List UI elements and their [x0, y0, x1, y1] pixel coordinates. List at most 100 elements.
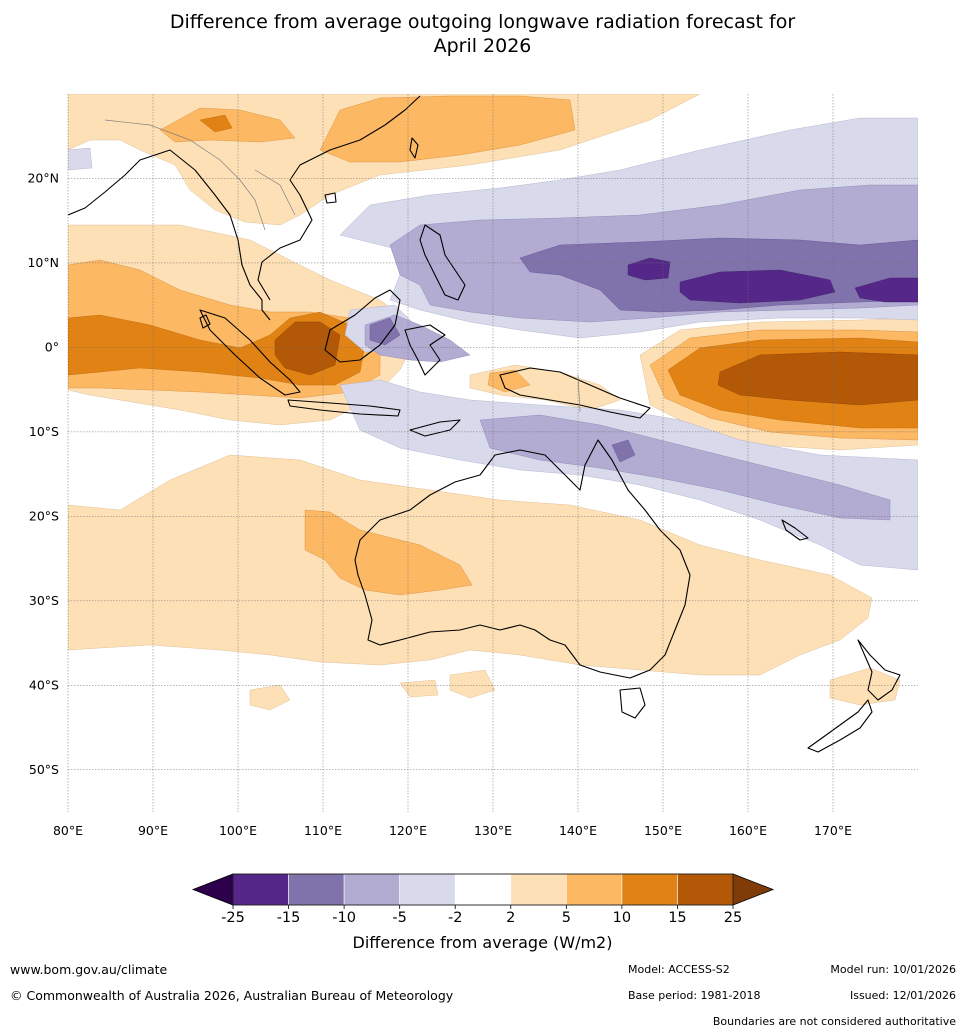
lat-tick-label: 20°S [29, 508, 59, 523]
anomaly-region-australia [68, 454, 873, 676]
lat-tick-label: 10°N [27, 255, 59, 270]
coast-hainan [324, 192, 337, 204]
latitude-labels: 20°N 10°N 0° 10°S 20°S 30°S 40°S 50°S [27, 170, 59, 776]
anomaly-15-25-regions [274, 321, 918, 406]
model-run-date: Model run: 10/01/2026 [830, 963, 956, 976]
anomaly-region-south-patch-2 [449, 669, 496, 699]
lon-tick-label: 140°E [559, 823, 597, 838]
map-panel: 80°E 90°E 100°E 110°E 120°E 130°E 140°E 150°E 16… [27, 94, 918, 838]
coast-sri-lanka [199, 314, 211, 329]
anomaly-region-china-small [199, 114, 233, 133]
coast-sulawesi [404, 324, 446, 376]
coast-australia [354, 439, 691, 679]
anomaly-region-coral-small [611, 439, 636, 463]
lon-tick-label: 100°E [219, 823, 257, 838]
colorbar-swatch [621, 873, 678, 906]
lon-tick-label: 130°E [474, 823, 512, 838]
colorbar-swatch [454, 873, 512, 906]
copyright-text: © Commonwealth of Australia 2026, Austra… [10, 988, 454, 1003]
anomaly-region-pacific-core-neg-1 [627, 257, 671, 281]
website-link[interactable]: www.bom.gov.au/climate [10, 962, 168, 977]
colorbar-swatch [510, 873, 567, 906]
lat-tick-label: 10°S [29, 424, 59, 439]
coastlines [68, 95, 901, 753]
colorbar-swatch [343, 873, 400, 906]
colorbar-tick-label: 10 [613, 910, 631, 926]
coast-philippines [419, 224, 466, 301]
country-borders [104, 119, 581, 413]
anomaly-region-pacific-core [717, 351, 918, 406]
anomaly-region-maritime-small [487, 369, 531, 393]
base-period: Base period: 1981-2018 [628, 989, 761, 1002]
anomaly-region-western-australia [304, 509, 473, 596]
colorbar-tick-label: 2 [506, 910, 515, 926]
lat-tick-label: 50°S [29, 762, 59, 777]
anomaly-region-south-patch-3 [399, 679, 439, 698]
lon-tick-label: 170°E [814, 823, 852, 838]
colorbar-underflow-arrow [191, 873, 234, 906]
anomaly-region-china-north [319, 95, 576, 163]
colorbar-title: Difference from average (W/m2) [352, 933, 613, 952]
coast-nz-south [807, 699, 873, 753]
colorbar-tick-label: 15 [668, 910, 686, 926]
colorbar-swatch [566, 873, 623, 906]
coast-new-guinea [499, 367, 651, 419]
colorbar-swatch [677, 873, 734, 906]
anomaly-region-sulawesi [369, 317, 401, 346]
boundaries-disclaimer: Boundaries are not considered authoritat… [712, 1015, 956, 1028]
border-india-china [104, 119, 221, 161]
coast-nz-north [857, 639, 901, 701]
coast-taiwan [409, 137, 419, 159]
anomaly-neg15-neg25-regions [627, 257, 918, 304]
anomaly-region-sumatra-core [274, 321, 341, 376]
coast-new-caledonia [781, 519, 809, 541]
lon-tick-label: 110°E [304, 823, 342, 838]
border-myanmar [219, 159, 266, 231]
coast-asia [68, 149, 271, 321]
olr-anomaly-field [68, 94, 918, 711]
lat-tick-label: 40°S [29, 677, 59, 692]
colorbar-tick-label: -2 [448, 910, 462, 926]
colorbar-overflow-arrow [732, 873, 775, 906]
border-png [577, 374, 581, 413]
colorbar-tick-label: 5 [562, 910, 571, 926]
colorbar: -25 -15 -10 -5 -2 2 5 10 15 25 [191, 873, 775, 926]
anomaly-region-south-patch-1 [249, 684, 291, 711]
coast-sumatra [199, 309, 301, 396]
lon-tick-label: 150°E [644, 823, 682, 838]
colorbar-swatch [288, 873, 345, 906]
lon-tick-label: 80°E [53, 823, 83, 838]
coast-borneo [324, 289, 401, 363]
lat-tick-label: 30°S [29, 593, 59, 608]
model-name: Model: ACCESS-S2 [628, 963, 730, 976]
coast-java [287, 399, 401, 417]
colorbar-tick-label: -15 [277, 910, 301, 926]
colorbar-swatch [232, 873, 289, 906]
lat-tick-label: 20°N [27, 170, 59, 185]
colorbar-tick-label: -5 [392, 910, 406, 926]
grid-lines [67, 94, 918, 812]
anomaly-region-west-patch [68, 147, 93, 171]
colorbar-outline [232, 873, 734, 906]
lon-tick-label: 120°E [389, 823, 427, 838]
colorbar-swatch [399, 873, 456, 906]
coast-tasmania [619, 687, 646, 719]
chart-title: Difference from average outgoing longwav… [0, 10, 965, 58]
anomaly-region-arafura [479, 414, 891, 521]
colorbar-tick-label: 25 [724, 910, 742, 926]
title-line-1: Difference from average outgoing longwav… [169, 11, 796, 33]
title-line-2: April 2026 [433, 35, 532, 57]
lon-tick-label: 90°E [138, 823, 168, 838]
colorbar-tick-label: -25 [221, 910, 245, 926]
coast-indochina [257, 95, 421, 301]
lon-tick-label: 160°E [729, 823, 767, 838]
longitude-labels: 80°E 90°E 100°E 110°E 120°E 130°E 140°E 150°E 16… [53, 823, 852, 838]
anomaly-region-pacific-core-neg-3 [854, 277, 918, 303]
lat-tick-label: 0° [45, 339, 59, 354]
issued-date: Issued: 12/01/2026 [849, 989, 956, 1002]
colorbar-tick-label: -10 [332, 910, 356, 926]
border-laos-vietnam [254, 169, 296, 216]
anomaly-region-pacific-core-neg-2 [679, 269, 836, 304]
coast-timor [409, 419, 461, 437]
